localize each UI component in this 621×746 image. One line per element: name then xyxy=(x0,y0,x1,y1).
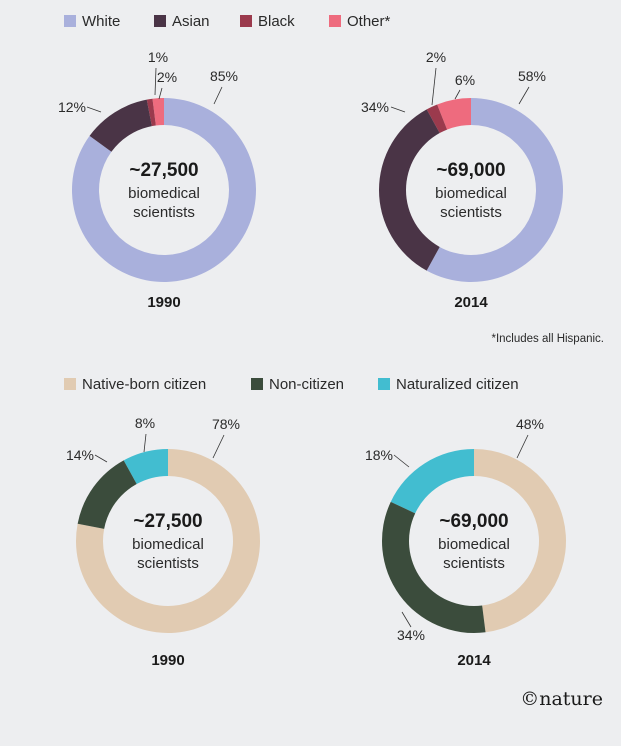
year-label: 1990 xyxy=(151,652,184,669)
pct-label-native-born-citizen: 48% xyxy=(516,416,544,432)
leader-line xyxy=(213,86,223,105)
leader-line xyxy=(390,106,406,113)
pct-label-black: 2% xyxy=(426,49,446,65)
legend-item-black: Black xyxy=(240,13,295,30)
leader-line xyxy=(143,433,147,453)
slice-non-citizen xyxy=(77,460,137,529)
slice-non-citizen xyxy=(382,501,486,633)
leader-line xyxy=(401,611,412,628)
legend-swatch xyxy=(154,15,166,27)
legend-item-naturalized-citizen: Naturalized citizen xyxy=(378,376,519,393)
pct-label-black: 1% xyxy=(148,49,168,65)
pct-label-other: 2% xyxy=(157,69,177,85)
legend-swatch xyxy=(378,378,390,390)
center-label-line2: scientists xyxy=(137,555,199,572)
pct-label-other: 6% xyxy=(455,72,475,88)
donut-race-1990: 85% 12% 1% 2% ~27,500 biomedical scientists 199… xyxy=(58,49,256,311)
legend-label: Native-born citizen xyxy=(82,376,206,393)
legend-label: White xyxy=(82,13,120,30)
legend-item-other: Other* xyxy=(329,13,391,30)
leader-line xyxy=(431,67,437,106)
legend-item-native-born-citizen: Native-born citizen xyxy=(64,376,206,393)
center-label-line2: scientists xyxy=(440,204,502,221)
center-total: ~69,000 xyxy=(436,160,505,181)
legend-swatch xyxy=(329,15,341,27)
donut-citizenship-2014: 48% 34% 18% ~69,000 biomedical scientists 2014 xyxy=(365,416,566,669)
center-label-line1: biomedical xyxy=(132,536,204,553)
center-total: ~69,000 xyxy=(439,511,508,532)
leader-line xyxy=(86,106,102,113)
center-total: ~27,500 xyxy=(129,160,198,181)
leader-line xyxy=(212,434,225,459)
leader-line xyxy=(393,454,410,468)
center-label-line1: biomedical xyxy=(438,536,510,553)
legend-swatch xyxy=(240,15,252,27)
slice-black xyxy=(146,98,156,127)
leader-line xyxy=(516,434,529,459)
legend-item-asian: Asian xyxy=(154,13,210,30)
leader-line xyxy=(158,87,163,100)
pct-label-asian: 12% xyxy=(58,99,86,115)
legend-swatch xyxy=(64,15,76,27)
legend-item-white: White xyxy=(64,13,120,30)
legend-item-non-citizen: Non-citizen xyxy=(251,376,344,393)
legend-swatch xyxy=(64,378,76,390)
leader-line xyxy=(454,89,461,100)
legend-swatch xyxy=(251,378,263,390)
slice-other xyxy=(152,98,164,126)
slice-native-born-citizen xyxy=(75,449,260,633)
pct-label-naturalized-citizen: 18% xyxy=(365,447,393,463)
nature-credit-logo: ©nature xyxy=(520,688,603,710)
donut-citizenship-1990: 78% 14% 8% ~27,500 biomedical scientists 1990 xyxy=(66,415,260,669)
slice-other xyxy=(437,98,471,130)
slice-naturalized-citizen xyxy=(390,449,474,514)
legend-label: Black xyxy=(258,13,295,30)
donut-race-2014: 58% 34% 2% 6% ~69,000 biomedical scientists 201… xyxy=(361,49,563,311)
pct-label-asian: 34% xyxy=(361,99,389,115)
center-label-line1: biomedical xyxy=(435,185,507,202)
pct-label-white: 85% xyxy=(210,68,238,84)
leader-line xyxy=(154,67,157,96)
year-label: 2014 xyxy=(454,294,488,311)
slice-white xyxy=(71,98,256,282)
slice-naturalized-citizen xyxy=(123,449,168,485)
pct-label-naturalized-citizen: 8% xyxy=(135,415,155,431)
pct-label-non-citizen: 14% xyxy=(66,447,94,463)
legends-layer: White Asian Black Other* Native-born citizen… xyxy=(64,13,519,393)
legend-label: Non-citizen xyxy=(269,376,344,393)
charts-layer: 85% 12% 1% 2% ~27,500 biomedical scientists 199… xyxy=(58,49,566,669)
slice-asian xyxy=(379,109,440,271)
footnote: *Includes all Hispanic. xyxy=(491,333,604,345)
center-label-line2: scientists xyxy=(443,555,505,572)
center-label-line1: biomedical xyxy=(128,185,200,202)
slice-white xyxy=(426,98,563,282)
leader-line xyxy=(518,86,530,105)
legend-label: Asian xyxy=(172,13,210,30)
slice-native-born-citizen xyxy=(474,449,566,633)
year-label: 1990 xyxy=(147,294,180,311)
center-total: ~27,500 xyxy=(133,511,202,532)
slice-asian xyxy=(89,99,152,152)
pct-label-white: 58% xyxy=(518,68,546,84)
legend-label: Naturalized citizen xyxy=(396,376,519,393)
leader-line xyxy=(94,454,108,463)
pct-label-non-citizen: 34% xyxy=(397,627,425,643)
center-label-line2: scientists xyxy=(133,204,195,221)
legend-citizenship: Native-born citizen Non-citizen Naturalize… xyxy=(64,376,519,393)
year-label: 2014 xyxy=(457,652,491,669)
legend-race: White Asian Black Other* xyxy=(64,13,391,30)
legend-label: Other* xyxy=(347,13,391,30)
slice-black xyxy=(426,104,448,134)
pct-label-native-born-citizen: 78% xyxy=(212,416,240,432)
